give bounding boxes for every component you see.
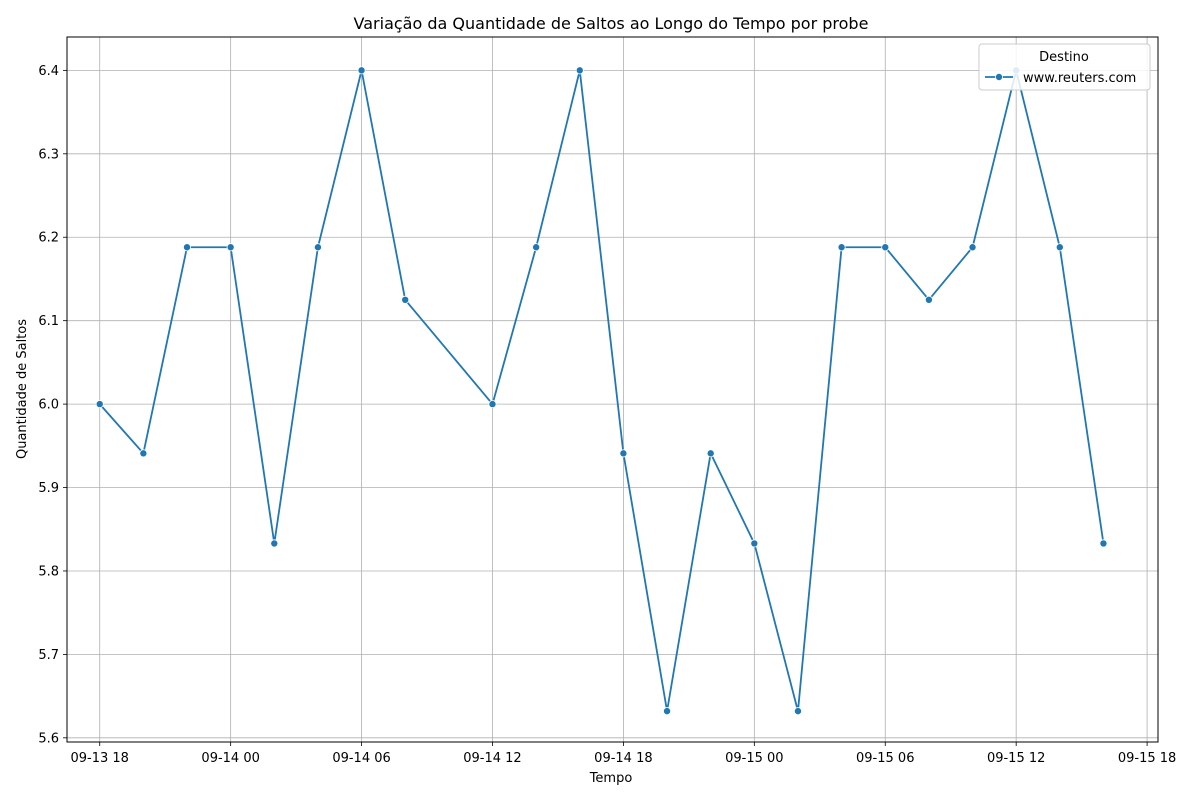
x-tick-label: 09-14 06 <box>332 751 390 766</box>
y-tick-label: 6.0 <box>38 398 59 413</box>
x-tick-label: 09-15 12 <box>987 751 1045 766</box>
data-point[interactable] <box>793 707 802 716</box>
data-point[interactable] <box>532 243 541 252</box>
y-tick-label: 6.1 <box>38 314 59 329</box>
data-point[interactable] <box>968 243 977 252</box>
x-tick-label: 09-13 18 <box>71 751 129 766</box>
legend[interactable]: Destino www.reuters.com <box>978 43 1151 91</box>
data-point[interactable] <box>881 243 890 252</box>
data-point[interactable] <box>1099 539 1108 548</box>
data-point[interactable] <box>139 449 148 458</box>
x-tick-label: 09-15 00 <box>725 751 783 766</box>
y-axis: 5.6 5.7 5.8 5.9 6.0 6.1 6.2 6.3 6.4 <box>38 64 67 746</box>
data-point[interactable] <box>488 400 497 409</box>
gridlines <box>67 37 1158 742</box>
x-tick-label: 09-14 00 <box>201 751 259 766</box>
data-point[interactable] <box>313 243 322 252</box>
series-layer <box>95 66 1108 716</box>
x-tick-label: 09-15 06 <box>856 751 914 766</box>
y-tick-label: 5.7 <box>38 648 59 663</box>
y-tick-label: 6.3 <box>38 147 59 162</box>
x-tick-label: 09-14 12 <box>463 751 521 766</box>
legend-box <box>978 43 1151 91</box>
y-axis-label: Quantidade de Saltos <box>15 319 30 459</box>
data-point[interactable] <box>924 295 933 304</box>
data-point[interactable] <box>663 707 672 716</box>
data-point[interactable] <box>226 243 235 252</box>
data-point[interactable] <box>619 449 628 458</box>
x-axis: 09-13 18 09-14 00 09-14 06 09-14 12 09-14 18… <box>71 742 1176 766</box>
data-point[interactable] <box>575 66 584 75</box>
data-point[interactable] <box>183 243 192 252</box>
x-tick-label: 09-15 18 <box>1118 751 1176 766</box>
data-point[interactable] <box>401 295 410 304</box>
y-tick-label: 5.6 <box>38 731 59 746</box>
data-point[interactable] <box>357 66 366 75</box>
data-point[interactable] <box>270 539 279 548</box>
plot-area-frame <box>66 36 1159 743</box>
x-axis-label: Tempo <box>589 771 633 786</box>
legend-series-label: www.reuters.com <box>1023 71 1136 86</box>
data-point[interactable] <box>95 400 104 409</box>
data-point[interactable] <box>750 539 759 548</box>
x-tick-label: 09-14 18 <box>594 751 652 766</box>
y-tick-label: 5.9 <box>38 481 59 496</box>
chart-title: Variação da Quantidade de Saltos ao Long… <box>354 14 869 33</box>
y-tick-label: 6.2 <box>38 231 59 246</box>
legend-title: Destino <box>1039 50 1089 65</box>
data-point[interactable] <box>837 243 846 252</box>
legend-marker-swatch <box>995 73 1004 82</box>
y-tick-label: 6.4 <box>38 64 59 79</box>
data-point[interactable] <box>706 449 715 458</box>
data-point[interactable] <box>1055 243 1064 252</box>
y-tick-label: 5.8 <box>38 564 59 579</box>
